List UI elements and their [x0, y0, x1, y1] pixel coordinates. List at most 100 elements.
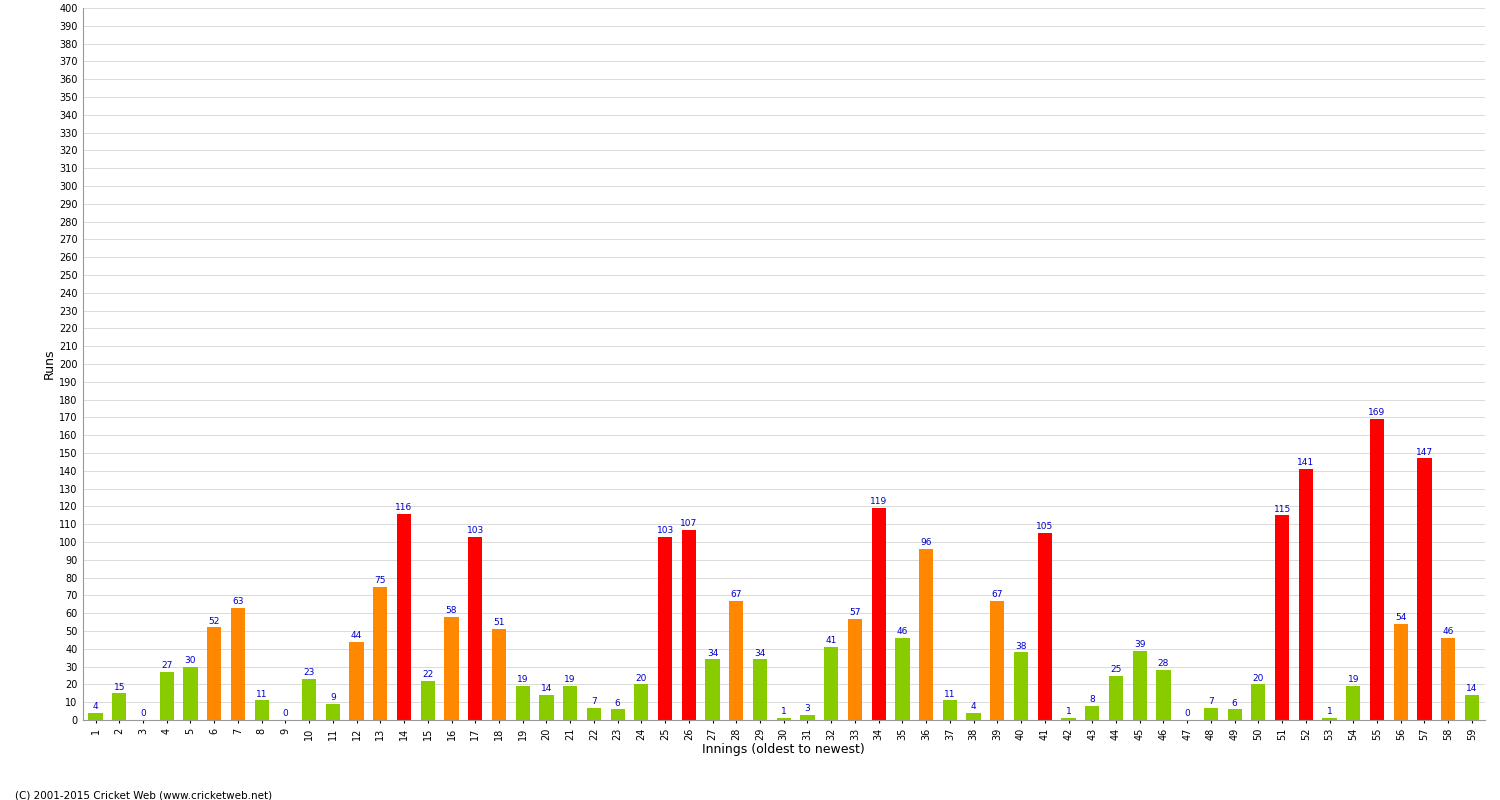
- Text: 4: 4: [93, 702, 99, 711]
- Bar: [1108, 675, 1124, 720]
- Text: 116: 116: [396, 502, 412, 512]
- Bar: [1466, 695, 1479, 720]
- Text: 39: 39: [1134, 640, 1146, 649]
- Bar: [658, 537, 672, 720]
- Bar: [1038, 533, 1052, 720]
- Bar: [1370, 419, 1384, 720]
- Bar: [1132, 650, 1148, 720]
- Text: 8: 8: [1089, 695, 1095, 704]
- Bar: [942, 701, 957, 720]
- Text: 0: 0: [140, 710, 146, 718]
- Text: 46: 46: [1443, 627, 1454, 636]
- Bar: [1014, 652, 1028, 720]
- Text: 44: 44: [351, 631, 361, 640]
- Bar: [705, 659, 720, 720]
- Text: 57: 57: [849, 608, 861, 617]
- Text: 23: 23: [303, 668, 315, 678]
- Bar: [231, 608, 244, 720]
- Text: 103: 103: [466, 526, 484, 535]
- Bar: [966, 713, 981, 720]
- Text: 25: 25: [1110, 665, 1122, 674]
- Text: 6: 6: [1232, 698, 1238, 707]
- Bar: [468, 537, 483, 720]
- Bar: [112, 694, 126, 720]
- Bar: [444, 617, 459, 720]
- Bar: [681, 530, 696, 720]
- Text: 11: 11: [256, 690, 267, 698]
- Text: 3: 3: [804, 704, 810, 713]
- Text: 9: 9: [330, 693, 336, 702]
- Text: 38: 38: [1016, 642, 1028, 650]
- Bar: [1418, 458, 1431, 720]
- Text: 41: 41: [825, 636, 837, 646]
- Bar: [255, 701, 268, 720]
- Bar: [1204, 707, 1218, 720]
- Text: 28: 28: [1158, 659, 1168, 668]
- Text: 30: 30: [184, 656, 196, 665]
- Bar: [1346, 686, 1360, 720]
- Bar: [1227, 710, 1242, 720]
- Bar: [1062, 718, 1076, 720]
- Bar: [398, 514, 411, 720]
- Text: 34: 34: [754, 649, 765, 658]
- Bar: [1084, 706, 1100, 720]
- Text: 1: 1: [1326, 707, 1332, 717]
- Bar: [1442, 638, 1455, 720]
- Bar: [824, 647, 839, 720]
- Text: 63: 63: [232, 597, 243, 606]
- Text: 52: 52: [209, 617, 220, 626]
- Text: (C) 2001-2015 Cricket Web (www.cricketweb.net): (C) 2001-2015 Cricket Web (www.cricketwe…: [15, 790, 272, 800]
- Bar: [777, 718, 790, 720]
- Text: 7: 7: [591, 697, 597, 706]
- Text: 19: 19: [518, 675, 528, 685]
- Text: 7: 7: [1208, 697, 1214, 706]
- Text: 11: 11: [944, 690, 956, 698]
- Text: 6: 6: [615, 698, 621, 707]
- Text: 119: 119: [870, 498, 888, 506]
- Text: 0: 0: [1185, 710, 1190, 718]
- Bar: [871, 508, 886, 720]
- Bar: [350, 642, 363, 720]
- Bar: [326, 704, 340, 720]
- Bar: [540, 695, 554, 720]
- Bar: [634, 685, 648, 720]
- Bar: [492, 630, 506, 720]
- Bar: [847, 618, 862, 720]
- Text: 107: 107: [680, 518, 698, 528]
- Text: 19: 19: [564, 675, 576, 685]
- Bar: [1299, 469, 1312, 720]
- Text: 22: 22: [422, 670, 434, 679]
- Bar: [302, 679, 316, 720]
- Bar: [374, 586, 387, 720]
- Bar: [1394, 624, 1408, 720]
- Bar: [1156, 670, 1170, 720]
- Text: 147: 147: [1416, 447, 1432, 457]
- Text: 96: 96: [921, 538, 932, 547]
- Bar: [990, 601, 1005, 720]
- Bar: [801, 714, 814, 720]
- Bar: [562, 686, 578, 720]
- Bar: [610, 710, 626, 720]
- Text: 20: 20: [636, 674, 646, 682]
- Bar: [183, 666, 198, 720]
- Bar: [729, 601, 744, 720]
- Y-axis label: Runs: Runs: [44, 349, 55, 379]
- Bar: [159, 672, 174, 720]
- Bar: [1323, 718, 1336, 720]
- Text: 103: 103: [657, 526, 674, 535]
- Text: 1: 1: [782, 707, 786, 717]
- Text: 34: 34: [706, 649, 718, 658]
- Text: 51: 51: [494, 618, 504, 627]
- Text: 1: 1: [1065, 707, 1071, 717]
- Text: 115: 115: [1274, 505, 1290, 514]
- Text: 20: 20: [1252, 674, 1264, 682]
- Text: 46: 46: [897, 627, 908, 636]
- Bar: [1275, 515, 1288, 720]
- Text: 105: 105: [1036, 522, 1053, 531]
- Bar: [207, 627, 222, 720]
- Bar: [753, 659, 766, 720]
- Text: 67: 67: [992, 590, 1004, 599]
- Bar: [586, 707, 602, 720]
- Text: 27: 27: [160, 661, 172, 670]
- Text: 14: 14: [542, 684, 552, 694]
